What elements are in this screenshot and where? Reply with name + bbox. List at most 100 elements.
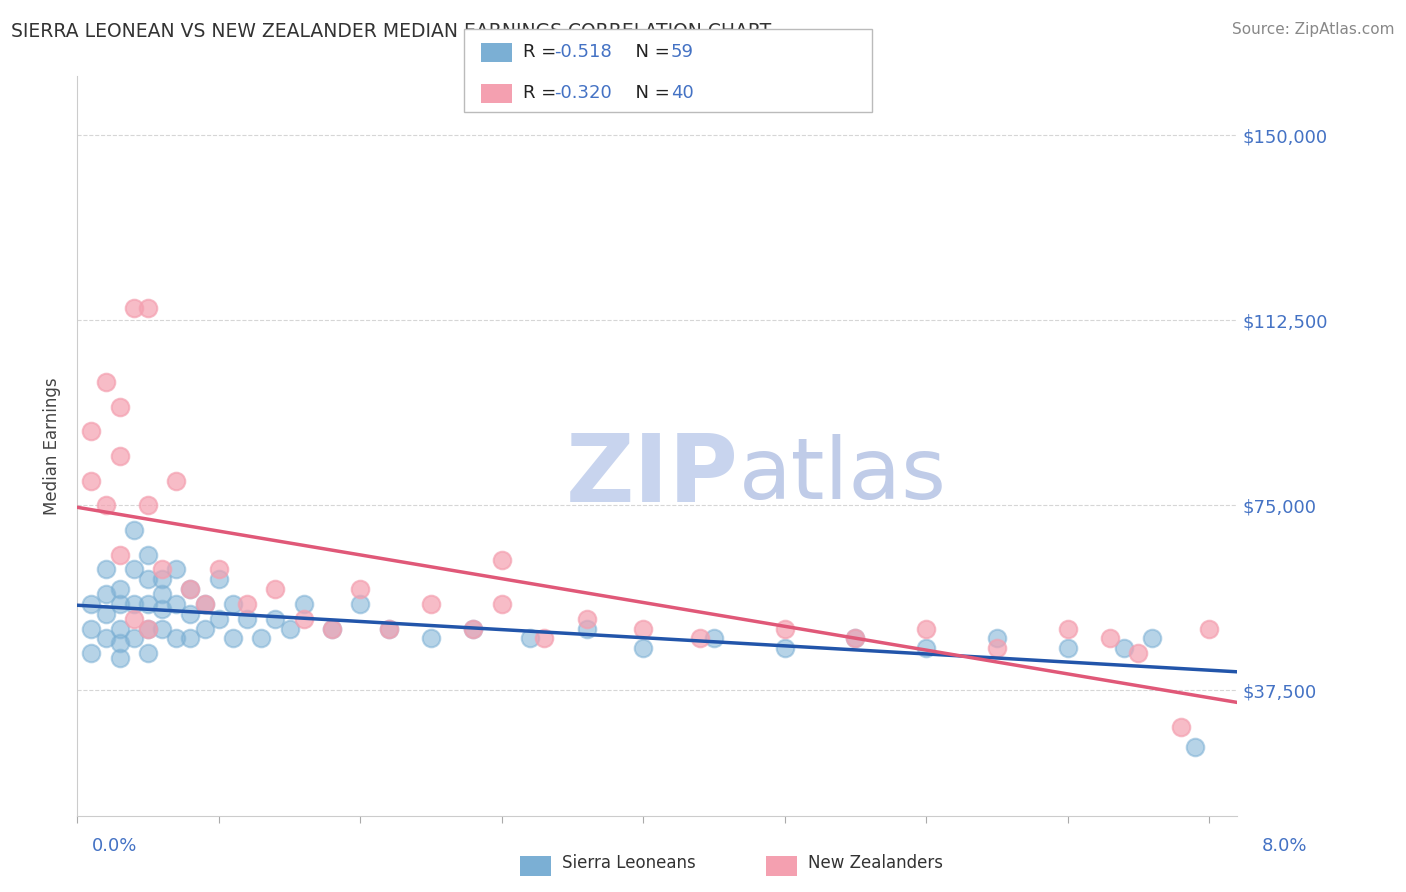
- Point: [179, 607, 201, 621]
- Text: 40: 40: [671, 85, 693, 103]
- Point: [703, 632, 725, 646]
- Point: [321, 622, 343, 636]
- Point: [108, 597, 131, 611]
- Point: [122, 597, 145, 611]
- Point: [986, 632, 1008, 646]
- Point: [491, 597, 513, 611]
- Point: [321, 622, 343, 636]
- Point: [165, 632, 187, 646]
- Point: [80, 424, 103, 438]
- Point: [94, 375, 117, 389]
- Point: [150, 602, 173, 616]
- Point: [179, 582, 201, 596]
- Point: [136, 301, 159, 315]
- Text: N =: N =: [624, 85, 676, 103]
- Point: [94, 498, 117, 512]
- Point: [194, 597, 217, 611]
- Point: [631, 641, 654, 656]
- Point: [94, 587, 117, 601]
- Point: [1142, 632, 1164, 646]
- Point: [519, 632, 541, 646]
- Point: [136, 622, 159, 636]
- Point: [122, 612, 145, 626]
- Point: [1170, 720, 1192, 734]
- Point: [108, 622, 131, 636]
- Point: [349, 582, 371, 596]
- Point: [463, 622, 485, 636]
- Point: [222, 632, 245, 646]
- Point: [108, 548, 131, 562]
- Point: [236, 597, 259, 611]
- Point: [533, 632, 555, 646]
- Point: [136, 498, 159, 512]
- Point: [773, 622, 796, 636]
- Point: [1056, 622, 1078, 636]
- Point: [349, 597, 371, 611]
- Point: [150, 562, 173, 576]
- Text: R =: R =: [523, 44, 562, 62]
- Point: [1198, 622, 1220, 636]
- Point: [689, 632, 711, 646]
- Point: [264, 582, 287, 596]
- Point: [108, 651, 131, 665]
- Point: [165, 562, 187, 576]
- Text: -0.320: -0.320: [554, 85, 612, 103]
- Point: [1098, 632, 1121, 646]
- Point: [194, 597, 217, 611]
- Point: [631, 622, 654, 636]
- Point: [208, 612, 231, 626]
- Point: [194, 622, 217, 636]
- Point: [236, 612, 259, 626]
- Text: New Zealanders: New Zealanders: [808, 854, 943, 871]
- Point: [208, 572, 231, 586]
- Point: [150, 572, 173, 586]
- Text: 59: 59: [671, 44, 693, 62]
- Point: [136, 646, 159, 660]
- Point: [915, 641, 938, 656]
- Point: [108, 449, 131, 463]
- Point: [80, 646, 103, 660]
- Point: [278, 622, 301, 636]
- Text: SIERRA LEONEAN VS NEW ZEALANDER MEDIAN EARNINGS CORRELATION CHART: SIERRA LEONEAN VS NEW ZEALANDER MEDIAN E…: [11, 22, 772, 41]
- Text: Source: ZipAtlas.com: Source: ZipAtlas.com: [1232, 22, 1395, 37]
- Y-axis label: Median Earnings: Median Earnings: [44, 377, 62, 515]
- Point: [264, 612, 287, 626]
- Point: [491, 552, 513, 566]
- Point: [94, 607, 117, 621]
- Point: [80, 474, 103, 488]
- Point: [1114, 641, 1136, 656]
- Point: [1056, 641, 1078, 656]
- Point: [844, 632, 866, 646]
- Point: [208, 562, 231, 576]
- Point: [1128, 646, 1150, 660]
- Point: [250, 632, 273, 646]
- Point: [80, 597, 103, 611]
- Text: 0.0%: 0.0%: [91, 837, 136, 855]
- Point: [108, 582, 131, 596]
- Point: [292, 612, 315, 626]
- Point: [136, 622, 159, 636]
- Point: [136, 548, 159, 562]
- Point: [165, 597, 187, 611]
- Point: [94, 562, 117, 576]
- Point: [915, 622, 938, 636]
- Point: [94, 632, 117, 646]
- Text: Sierra Leoneans: Sierra Leoneans: [562, 854, 696, 871]
- Point: [150, 587, 173, 601]
- Text: 8.0%: 8.0%: [1263, 837, 1308, 855]
- Point: [122, 523, 145, 537]
- Point: [179, 582, 201, 596]
- Point: [150, 622, 173, 636]
- Point: [165, 474, 187, 488]
- Text: -0.518: -0.518: [554, 44, 612, 62]
- Point: [136, 572, 159, 586]
- Point: [108, 636, 131, 650]
- Point: [80, 622, 103, 636]
- Point: [122, 632, 145, 646]
- Point: [575, 612, 598, 626]
- Text: atlas: atlas: [738, 434, 946, 517]
- Point: [222, 597, 245, 611]
- Point: [463, 622, 485, 636]
- Point: [575, 622, 598, 636]
- Point: [122, 562, 145, 576]
